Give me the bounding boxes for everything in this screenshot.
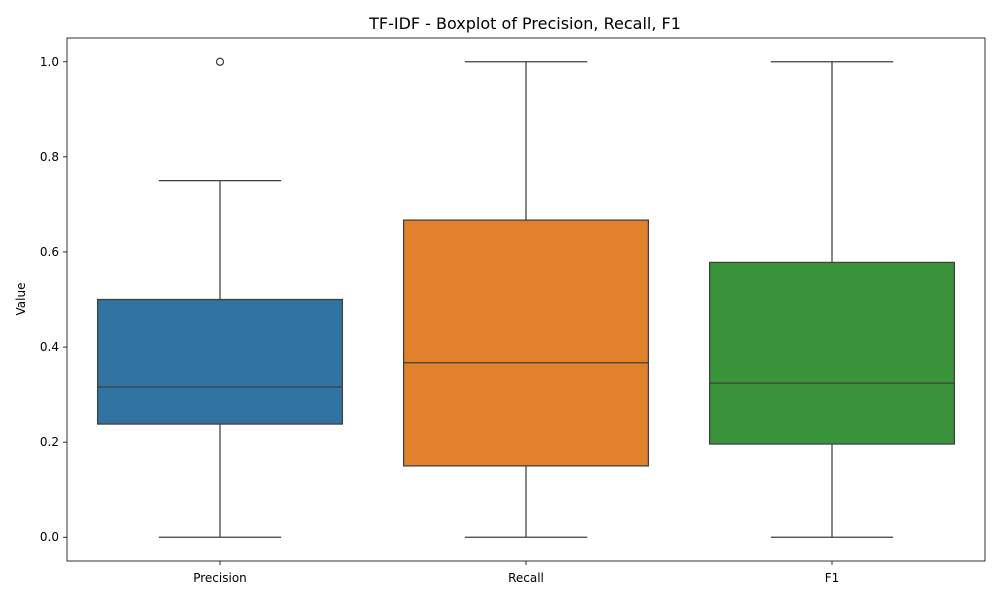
plot-area: Precision Recall F1 0.0 0.2 0.4 0.6 0.8 1.0 [40,37,986,585]
precision-box [96,298,344,425]
y-tick-label: 0.4 [40,340,59,354]
y-tick-label: 1.0 [40,55,59,69]
x-tick-label-precision: Precision [193,571,247,585]
precision-outlier-point [215,57,225,66]
plot-frame [66,37,986,562]
recall-box [402,219,650,467]
f1-box [708,261,956,445]
x-tick-label-f1: F1 [825,571,840,585]
y-tick-label: 0.0 [40,530,59,544]
y-axis-label: Value [14,283,28,316]
y-tick-label: 0.2 [40,435,59,449]
x-tick-label-recall: Recall [508,571,544,585]
chart-title: TF-IDF - Boxplot of Precision, Recall, F… [368,14,681,33]
y-tick-label: 0.6 [40,245,59,259]
y-tick-label: 0.8 [40,150,59,164]
